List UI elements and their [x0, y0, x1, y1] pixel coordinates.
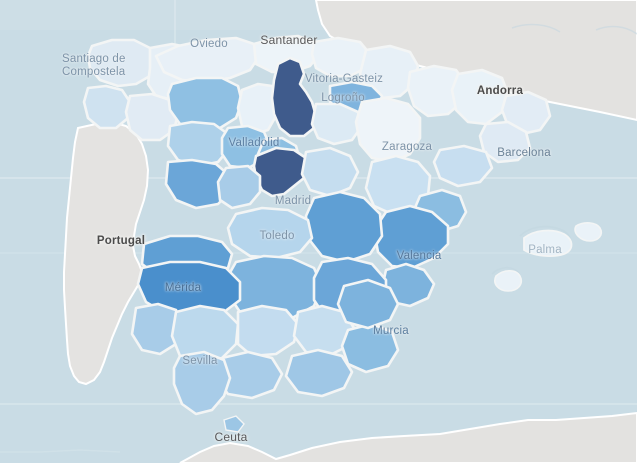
- province-zaragoza[interactable]: [354, 96, 422, 164]
- province-granada[interactable]: [284, 348, 354, 398]
- province-cordoba[interactable]: [236, 304, 300, 358]
- province-sevilla[interactable]: [170, 304, 240, 366]
- province-pais-vasco[interactable]: [310, 36, 372, 78]
- label-city-valladolid: Valladolid: [228, 137, 280, 149]
- province-barcelona[interactable]: [478, 120, 532, 164]
- label-city-palma: Palma: [528, 244, 562, 256]
- province-asturias[interactable]: [154, 36, 260, 84]
- province-girona[interactable]: [500, 90, 552, 136]
- label-country-portugal: Portugal: [96, 235, 146, 247]
- label-city-zaragoza: Zaragoza: [381, 141, 433, 153]
- label-city-barcelona: Barcelona: [497, 147, 551, 159]
- province-tarragona[interactable]: [432, 144, 494, 188]
- label-city-ceuta: Ceuta: [214, 430, 248, 444]
- label-city-santiago-line2: Compostela: [62, 66, 126, 78]
- province-cadiz[interactable]: [172, 350, 232, 416]
- land-morocco: [179, 411, 637, 463]
- province-navarra[interactable]: [358, 44, 420, 100]
- province-ourense[interactable]: [124, 92, 180, 142]
- label-city-logrono: Logroño: [321, 92, 365, 104]
- label-city-oviedo: Oviedo: [190, 38, 228, 50]
- province-badajoz[interactable]: [136, 260, 242, 320]
- label-city-santiago-de-compostela: Santiago de Compostela: [62, 53, 126, 79]
- province-ibiza[interactable]: [494, 269, 523, 292]
- province-pontevedra[interactable]: [82, 84, 132, 130]
- label-city-valencia: Valencia: [396, 250, 442, 262]
- province-murcia[interactable]: [336, 278, 400, 330]
- label-city-murcia: Murcia: [373, 325, 409, 337]
- province-leon[interactable]: [166, 76, 244, 132]
- label-city-santiago-line1: Santiago de: [62, 53, 126, 66]
- province-lleida[interactable]: [450, 68, 510, 126]
- label-city-madrid: Madrid: [274, 195, 312, 207]
- province-soria[interactable]: [310, 102, 364, 146]
- province-toledo[interactable]: [226, 206, 314, 260]
- province-almeria[interactable]: [340, 322, 400, 374]
- label-country-andorra: Andorra: [476, 85, 524, 97]
- province-menorca[interactable]: [574, 222, 603, 242]
- label-city-merida: Mérida: [164, 282, 202, 294]
- province-baleares[interactable]: [523, 229, 573, 257]
- province-guadalajara[interactable]: [300, 146, 360, 198]
- province-avila[interactable]: [216, 164, 262, 210]
- province-palencia[interactable]: [236, 82, 280, 136]
- province-a-coruna[interactable]: [86, 38, 158, 88]
- label-city-santander: Santander: [260, 33, 318, 47]
- label-city-vitoria-gasteiz: Vitoria-Gasteiz: [304, 73, 384, 85]
- province-ceuta[interactable]: [223, 415, 245, 433]
- label-city-toledo: Toledo: [259, 230, 295, 242]
- land-portugal: [63, 120, 150, 386]
- label-city-sevilla: Sevilla: [182, 355, 218, 367]
